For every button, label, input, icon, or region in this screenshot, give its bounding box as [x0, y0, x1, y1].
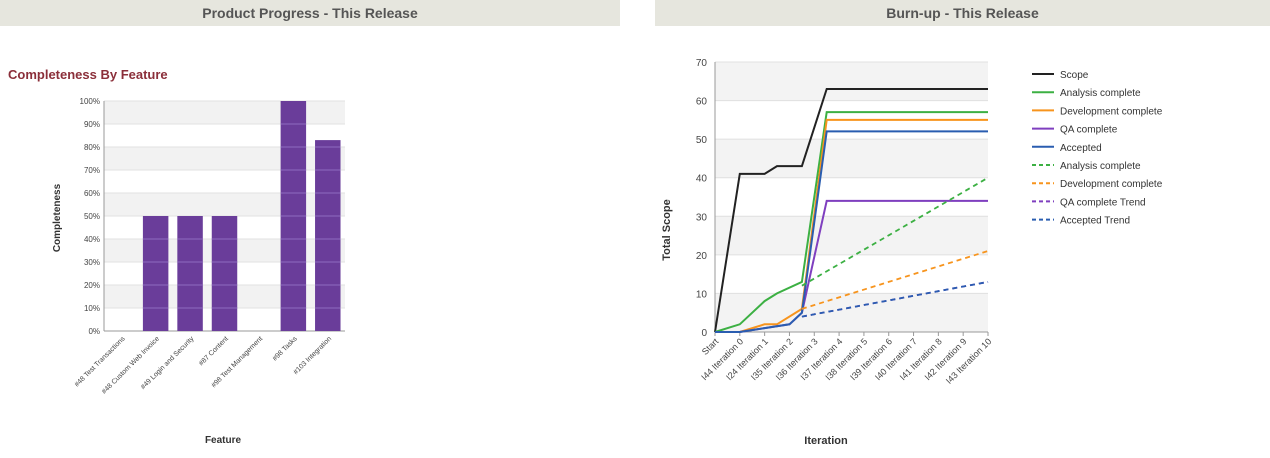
y-tick-label: 10% [84, 304, 100, 313]
y-axis-label: Total Scope [661, 199, 673, 261]
legend-label: Accepted [1060, 143, 1102, 154]
bar [315, 140, 341, 331]
completeness-bar-chart: Completeness By Feature 0% 10% 20% 30% 40% 50… [8, 67, 345, 446]
x-tick-label: #98 Tasks [272, 335, 299, 362]
bar-plot-area: 0%10%20%30%40%50%60%70%80%90%100%#48 Tes… [74, 97, 345, 396]
grid-band [715, 216, 988, 255]
chart-title: Completeness By Feature [8, 67, 168, 82]
legend-label: Development complete [1060, 106, 1163, 117]
grid-band [104, 193, 345, 216]
x-axis-label: Iteration [804, 435, 848, 447]
grid-band [104, 147, 345, 170]
y-axis-label: Completeness [52, 183, 63, 252]
left-panel-header: Product Progress - This Release [0, 0, 620, 26]
grid-band [715, 139, 988, 178]
series-line [715, 130, 988, 333]
series-line [714, 88, 988, 333]
chart-legend: Scope Analysis complete Development comple… [1032, 70, 1163, 227]
legend-label: Development complete [1060, 179, 1163, 190]
x-tick-label: #87 Content [198, 335, 230, 367]
series-line [801, 250, 989, 310]
y-tick-label: 20 [696, 251, 708, 262]
bar [211, 216, 238, 331]
grid-band [715, 62, 988, 101]
y-tick-label: 40 [696, 174, 708, 185]
x-tick-label: #103 Integration [292, 335, 333, 376]
y-tick-label: 80% [84, 143, 100, 152]
y-tick-label: 10 [696, 289, 708, 300]
y-tick-label: 30 [696, 212, 708, 223]
y-tick-label: 90% [84, 120, 100, 129]
y-tick-label: 50% [84, 212, 100, 221]
y-tick-label: 40% [84, 235, 100, 244]
y-tick-label: 100% [80, 97, 100, 106]
x-tick-label: #48 Custom Web Invoice [101, 335, 161, 395]
y-tick-label: 0% [88, 327, 100, 336]
y-tick-label: 0 [701, 328, 707, 339]
series-line [714, 111, 988, 333]
grid-band [104, 101, 345, 124]
x-axis-label: Feature [205, 435, 242, 446]
y-tick-label: 70 [696, 58, 708, 69]
legend-label: QA complete [1060, 125, 1118, 136]
right-panel-header: Burn-up - This Release [655, 0, 1270, 26]
y-tick-label: 20% [84, 281, 100, 290]
bar [177, 216, 203, 331]
y-tick-label: 60% [84, 189, 100, 198]
bar [142, 216, 169, 331]
legend-label: Accepted Trend [1060, 216, 1130, 227]
x-tick-label: I43 Iteration 10 [944, 336, 994, 386]
series-line [801, 281, 989, 318]
legend-label: Analysis complete [1060, 161, 1141, 172]
legend-label: QA complete Trend [1060, 197, 1146, 208]
legend-label: Scope [1060, 70, 1089, 81]
legend-label: Analysis complete [1060, 88, 1141, 99]
y-tick-label: 50 [696, 135, 708, 146]
y-tick-label: 30% [84, 258, 100, 267]
y-tick-label: 70% [84, 166, 100, 175]
y-tick-label: 60 [696, 97, 708, 108]
x-tick-label: Start [700, 336, 721, 357]
